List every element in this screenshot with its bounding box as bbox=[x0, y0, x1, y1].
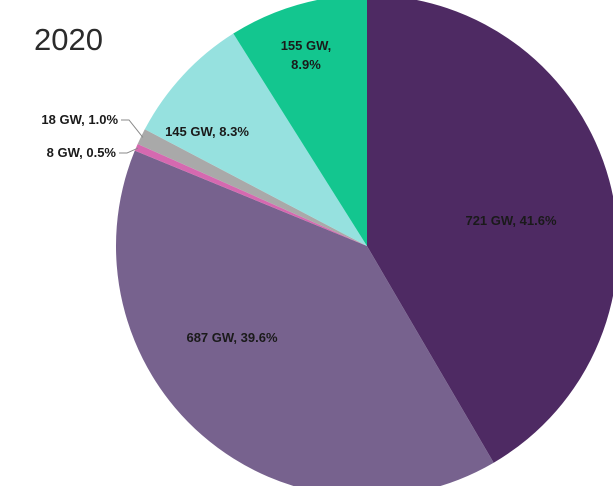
data-label-4: 145 GW, 8.3% bbox=[165, 124, 249, 139]
pie-slice-1 bbox=[116, 150, 494, 486]
data-label-2: 8 GW, 0.5% bbox=[47, 145, 117, 160]
data-label-5: 155 GW, 8.9% bbox=[281, 38, 332, 72]
pie-slice-3 bbox=[137, 129, 367, 246]
pie-slice-0 bbox=[367, 0, 613, 463]
leader-line-2 bbox=[119, 147, 139, 154]
chart-title: 2020 bbox=[34, 22, 103, 57]
data-label-1: 687 GW, 39.6% bbox=[186, 330, 277, 345]
pie-slice-5 bbox=[233, 0, 367, 246]
pie-slice-2 bbox=[134, 143, 367, 246]
data-label-0: 721 GW, 41.6% bbox=[465, 213, 556, 228]
pie-slice-4 bbox=[144, 33, 367, 247]
leader-line-3 bbox=[121, 119, 144, 138]
data-label-3: 18 GW, 1.0% bbox=[41, 112, 118, 127]
